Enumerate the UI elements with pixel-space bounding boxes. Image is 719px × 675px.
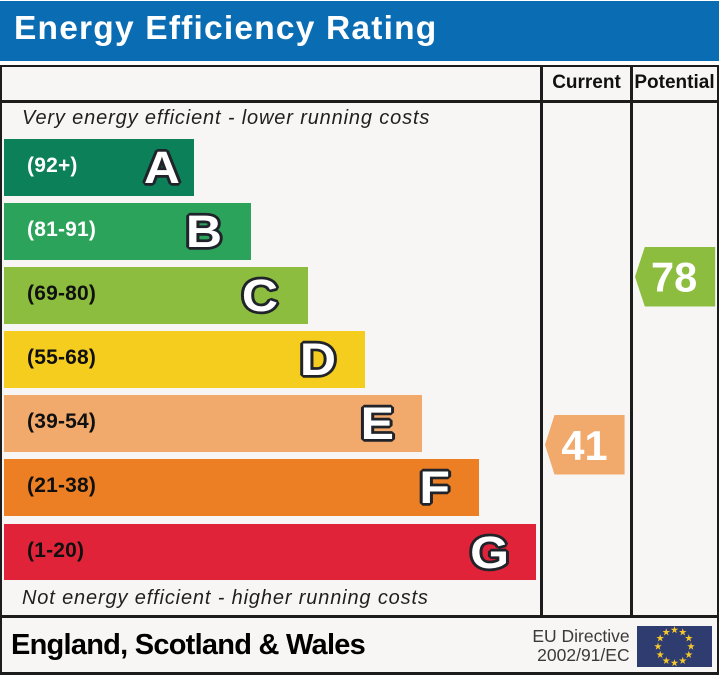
- svg-text:78: 78: [651, 253, 697, 300]
- svg-text:G: G: [470, 527, 509, 577]
- svg-text:41: 41: [562, 422, 608, 469]
- svg-text:F: F: [419, 463, 450, 513]
- svg-text:D: D: [299, 335, 335, 385]
- svg-text:B: B: [185, 207, 221, 257]
- svg-text:A: A: [143, 143, 179, 193]
- svg-text:E: E: [361, 399, 394, 449]
- svg-text:C: C: [242, 271, 278, 321]
